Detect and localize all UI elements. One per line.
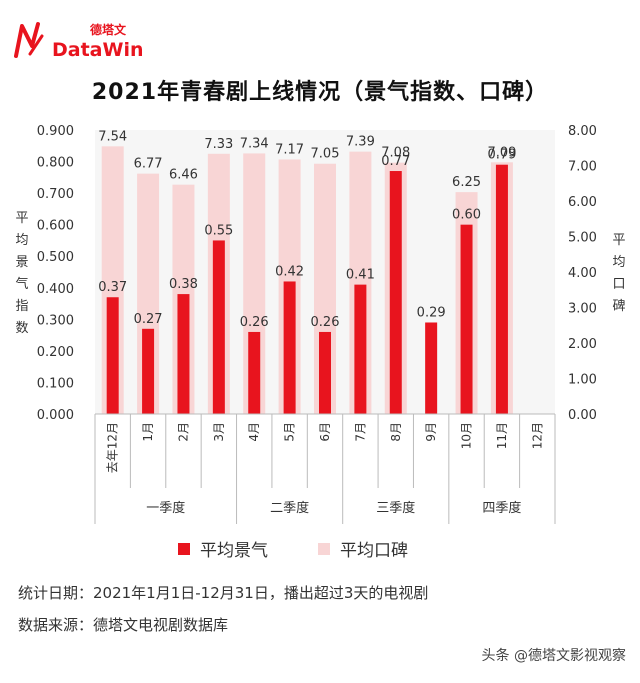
rating-data-label: 7.54 (98, 129, 127, 144)
logo-brand-cn: 德塔文 (90, 22, 127, 37)
category-label: 6月 (318, 422, 332, 442)
legend-label-rating: 平均口碑 (340, 541, 408, 561)
heat-bar (106, 297, 119, 414)
stat-date-note: 统计日期：2021年1月1日-12月31日，播出超过3天的电视剧 (18, 584, 429, 602)
left-axis-title-char: 平 (15, 211, 28, 226)
legend-item-rating: 平均口碑 (318, 536, 408, 561)
heat-data-label: 0.26 (311, 315, 340, 330)
heat-data-label: 0.41 (346, 268, 375, 283)
chart-title: 2021年青春剧上线情况（景气指数、口碑） (91, 80, 549, 105)
quarter-label: 四季度 (482, 500, 521, 516)
rating-data-label: 7.39 (346, 135, 375, 150)
category-label: 8月 (389, 422, 403, 442)
left-tick-label: 0.100 (37, 376, 74, 391)
left-axis-title-char: 均 (15, 233, 28, 248)
left-axis-title-char: 气 (15, 276, 28, 292)
heat-data-label: 0.60 (452, 208, 481, 223)
logo-brand-en: DataWin (52, 39, 142, 61)
rating-data-label: 7.08 (381, 146, 410, 161)
left-axis-title-char: 指 (15, 299, 28, 314)
right-tick-label: 3.00 (568, 302, 597, 317)
chart-area: 7.54 0.37 6.77 0.27 6.46 0.38 7.33 0.55 7.34 0.26… (15, 124, 626, 524)
heat-data-label: 0.27 (134, 312, 163, 327)
category-label: 4月 (247, 422, 261, 442)
heat-data-label: 0.77 (381, 154, 410, 169)
category-label: 10月 (460, 422, 474, 449)
rating-data-label: 7.34 (240, 136, 269, 151)
right-axis-title-char: 碑 (612, 298, 625, 314)
category-label: 7月 (353, 422, 367, 442)
heat-data-label: 0.42 (275, 264, 304, 279)
heat-data-label: 0.55 (204, 223, 233, 238)
category-label: 1月 (141, 422, 155, 442)
right-tick-label: 7.00 (568, 160, 597, 175)
right-axis-title-char: 平 (612, 233, 625, 248)
legend-label-heat: 平均景气 (200, 541, 268, 561)
heat-bar (354, 284, 367, 414)
rating-data-label: 6.25 (452, 175, 481, 190)
right-tick-label: 6.00 (568, 195, 597, 210)
source-note: 数据来源：德塔文电视剧数据库 (18, 616, 229, 634)
heat-data-label: 0.26 (240, 315, 269, 330)
right-tick-label: 4.00 (568, 266, 597, 281)
right-tick-label: 1.00 (568, 373, 597, 388)
right-axis-title-char: 均 (612, 255, 625, 270)
left-tick-label: 0.000 (37, 408, 74, 423)
left-axis-title-char: 数 (15, 321, 28, 336)
quarter-label: 三季度 (376, 500, 415, 516)
rating-data-label: 6.46 (169, 168, 198, 183)
right-tick-label: 2.00 (568, 337, 597, 352)
right-tick-label: 5.00 (568, 231, 597, 246)
left-tick-label: 0.300 (37, 313, 74, 328)
right-tick-label: 0.00 (568, 408, 597, 423)
right-tick-label: 8.00 (568, 124, 597, 139)
heat-bar (283, 281, 296, 414)
right-axis-title-char: 口 (612, 277, 625, 292)
category-label: 5月 (283, 422, 297, 442)
left-tick-label: 0.400 (37, 282, 74, 297)
left-tick-label: 0.200 (37, 345, 74, 360)
heat-bar (142, 328, 155, 414)
datawin-logo: 德塔文 DataWin (14, 22, 142, 61)
rating-data-label: 7.33 (204, 137, 233, 152)
heat-bar (248, 331, 261, 414)
left-tick-label: 0.900 (37, 124, 74, 139)
left-tick-label: 0.700 (37, 187, 74, 202)
rating-data-label: 7.05 (311, 147, 340, 162)
legend-swatch-heat (178, 542, 190, 555)
left-axis-title-char: 景 (15, 255, 28, 270)
legend-swatch-rating (318, 542, 330, 555)
legend-item-heat: 平均景气 (178, 536, 268, 561)
left-tick-label: 0.600 (37, 219, 74, 234)
category-label: 9月 (424, 422, 438, 442)
heat-bar (460, 224, 473, 414)
left-tick-label: 0.500 (37, 250, 74, 265)
watermark: 头条 @德塔文影视观察 (481, 648, 626, 664)
rating-data-label: 7.17 (275, 142, 304, 157)
heat-bar (177, 294, 190, 414)
heat-bar (319, 331, 331, 414)
category-label: 12月 (530, 422, 544, 449)
heat-bar (389, 171, 402, 414)
heat-data-label: 0.79 (487, 148, 516, 163)
left-tick-label: 0.800 (37, 156, 74, 171)
category-label: 2月 (176, 422, 190, 442)
heat-bar (425, 322, 438, 414)
heat-data-label: 0.29 (417, 305, 446, 320)
heat-data-label: 0.38 (169, 277, 198, 292)
heat-bar (495, 164, 508, 414)
category-label: 3月 (212, 422, 226, 442)
heat-bar (212, 240, 225, 414)
quarter-label: 一季度 (146, 500, 185, 516)
quarter-label: 二季度 (270, 500, 309, 516)
category-label: 去年12月 (106, 422, 120, 473)
category-label: 11月 (495, 422, 509, 449)
heat-data-label: 0.37 (98, 280, 127, 295)
logo-mark-icon (14, 22, 40, 58)
rating-data-label: 7.09 (487, 145, 516, 160)
legend: 平均景气 平均口碑 (0, 536, 640, 562)
rating-data-label: 6.77 (134, 157, 163, 172)
